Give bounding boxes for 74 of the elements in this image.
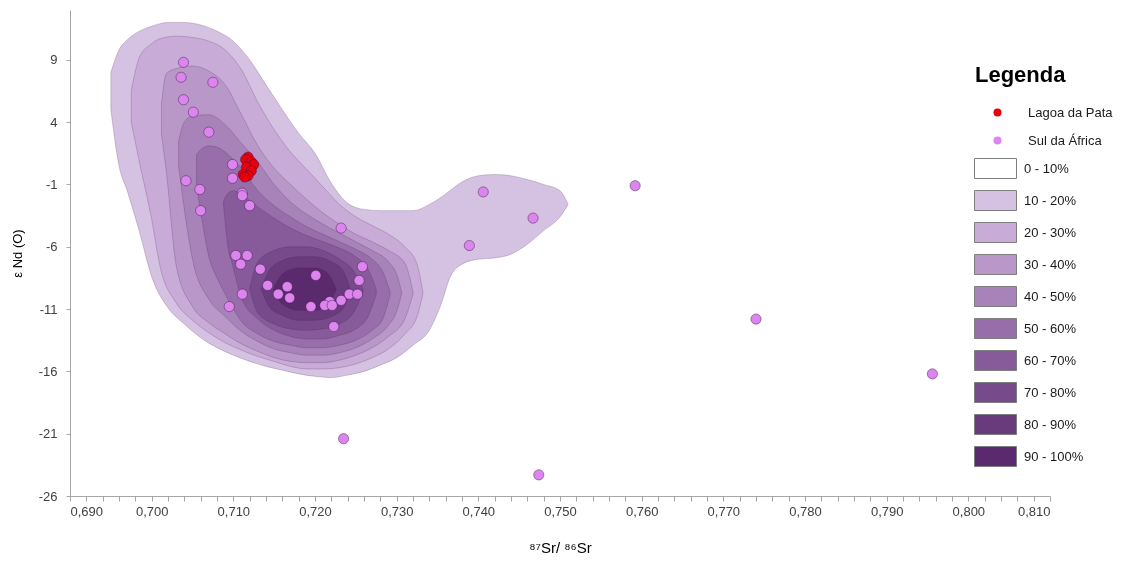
point — [241, 249, 253, 262]
x-tick-label: 0,800 — [952, 503, 986, 519]
point — [305, 301, 317, 313]
x-tick-label: 0,750 — [544, 503, 577, 519]
x-tick-label: 0,690 — [70, 503, 104, 519]
point — [750, 313, 762, 325]
point — [284, 292, 296, 304]
point — [203, 126, 215, 138]
point — [177, 56, 190, 68]
legend-label: 90 - 100% — [1024, 448, 1084, 464]
legend-label: 20 - 30% — [1024, 224, 1077, 240]
point — [226, 159, 239, 171]
point — [226, 172, 239, 184]
point — [235, 258, 247, 270]
y-tick-label: -21 — [38, 426, 58, 442]
legend-label: 0 - 10% — [1024, 160, 1070, 176]
x-tick-label: 0,810 — [1017, 503, 1051, 519]
point — [533, 469, 545, 481]
legend-label: 60 - 70% — [1024, 352, 1077, 368]
point — [356, 261, 368, 273]
point — [262, 279, 274, 291]
legend-label: 30 - 40% — [1024, 256, 1077, 272]
legend-label: Sul da África — [1028, 132, 1103, 148]
y-tick-label: 9 — [50, 52, 58, 68]
point — [335, 222, 347, 234]
point — [236, 288, 248, 300]
point — [175, 71, 187, 83]
x-axis-title: ⁸⁷Sr/ ⁸⁶Sr — [529, 538, 592, 556]
point — [223, 301, 235, 313]
point — [180, 175, 192, 187]
y-tick-label: -26 — [38, 488, 58, 504]
point — [254, 263, 266, 275]
point — [310, 269, 322, 281]
x-tick-label: 0,740 — [462, 503, 496, 519]
legend-label: 10 - 20% — [1024, 192, 1077, 208]
legend-label: 40 - 50% — [1024, 288, 1077, 304]
x-tick-label: 0,760 — [625, 503, 659, 519]
x-tick-label: 0,770 — [707, 503, 741, 519]
point — [328, 321, 340, 333]
point — [353, 274, 365, 286]
legend-label: 50 - 60% — [1024, 320, 1077, 336]
legend-title: Legenda — [975, 62, 1067, 87]
point — [187, 106, 199, 118]
point — [338, 433, 350, 445]
point — [244, 200, 256, 212]
point — [477, 186, 489, 198]
x-tick-label: 0,700 — [135, 503, 169, 519]
point — [281, 281, 293, 293]
point — [195, 205, 207, 217]
point — [335, 294, 347, 306]
legend-label: Lagoa da Pata — [1028, 104, 1114, 120]
point — [207, 76, 219, 88]
point — [177, 94, 190, 106]
y-axis-title: ε Nd (O) — [9, 229, 25, 278]
y-tick-label: -11 — [39, 301, 58, 317]
x-tick-label: 0,730 — [380, 503, 414, 519]
point — [527, 212, 539, 224]
legend-label: 80 - 90% — [1024, 416, 1077, 432]
x-tick-label: 0,780 — [789, 503, 822, 519]
y-tick-label: -1 — [45, 176, 58, 192]
x-tick-label: 0,720 — [299, 503, 332, 519]
point — [272, 288, 284, 300]
y-tick-label: -16 — [38, 363, 58, 379]
x-tick-label: 0,710 — [217, 503, 251, 519]
y-tick-label: 4 — [50, 114, 58, 130]
point — [629, 180, 641, 192]
y-tick-label: -6 — [45, 239, 58, 255]
legend-label: 70 - 80% — [1024, 384, 1077, 400]
x-tick-label: 0,790 — [870, 503, 904, 519]
point — [351, 288, 363, 300]
point — [463, 240, 475, 252]
point — [926, 368, 938, 380]
point — [194, 183, 206, 195]
point — [230, 249, 242, 262]
